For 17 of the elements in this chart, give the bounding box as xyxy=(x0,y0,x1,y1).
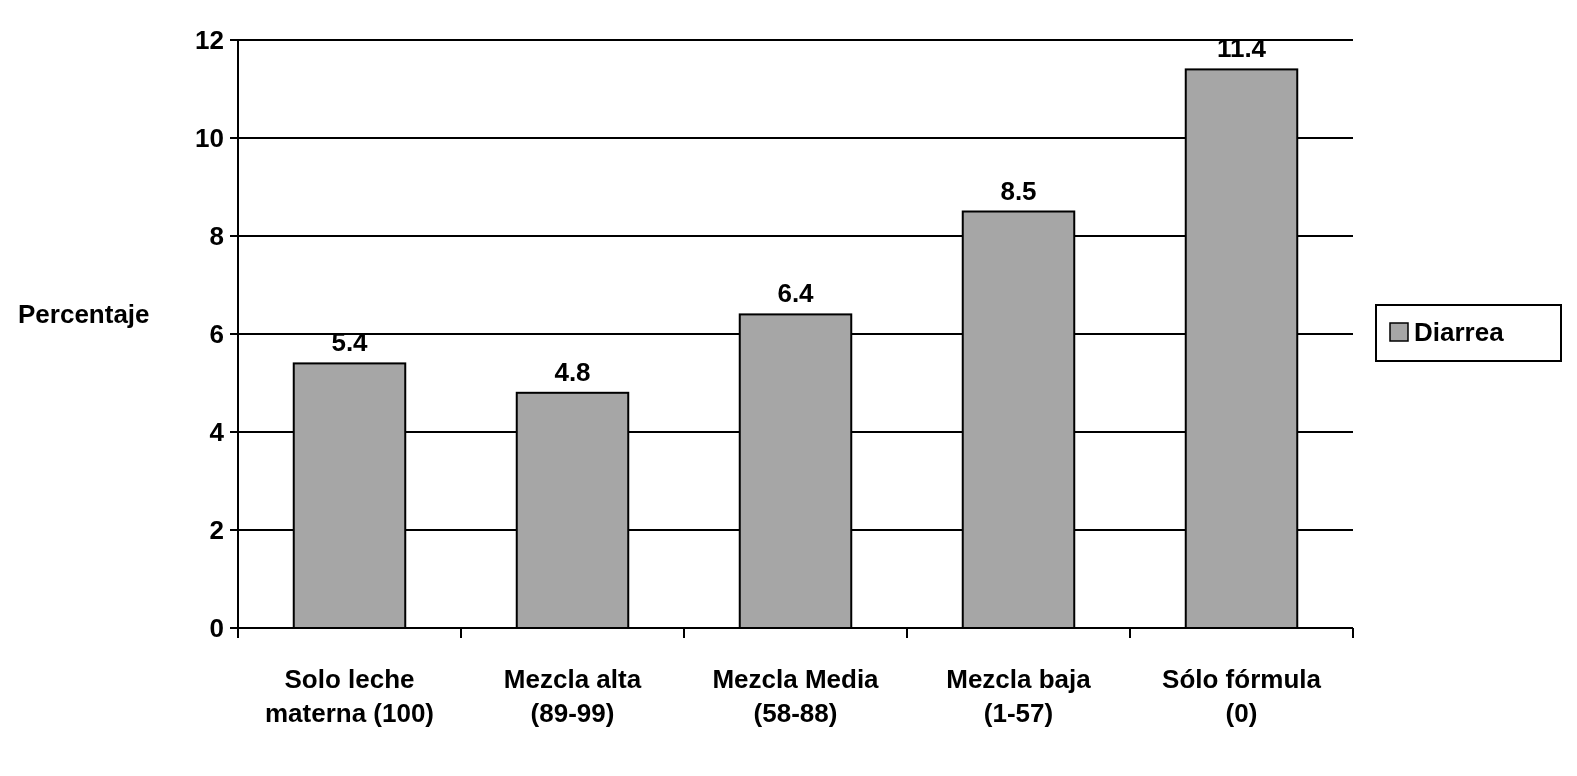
y-tick-label: 10 xyxy=(195,123,224,154)
x-tick-label: Sólo fórmula (0) xyxy=(1162,664,1322,728)
x-tick-label: Mezcla Media (58-88) xyxy=(712,664,880,728)
y-tick-label: 0 xyxy=(209,613,224,644)
legend-label: Diarrea xyxy=(1414,317,1505,348)
y-tick-label: 6 xyxy=(209,319,224,350)
data-label: 6.4 xyxy=(777,278,815,309)
data-label: 4.8 xyxy=(554,356,591,387)
y-tick-label: 12 xyxy=(195,25,224,56)
x-tick-label: Mezcla baja (1-57) xyxy=(946,664,1092,728)
x-tick-label: Solo leche materna (100) xyxy=(264,664,435,728)
x-tick-label: Mezcla alta (89-99) xyxy=(503,664,642,728)
y-tick-label: 4 xyxy=(209,417,225,448)
y-axis-title: Percentaje xyxy=(18,299,150,330)
data-label: 8.5 xyxy=(1000,175,1037,206)
y-tick-label: 2 xyxy=(209,515,224,546)
y-tick-label: 8 xyxy=(209,221,224,252)
